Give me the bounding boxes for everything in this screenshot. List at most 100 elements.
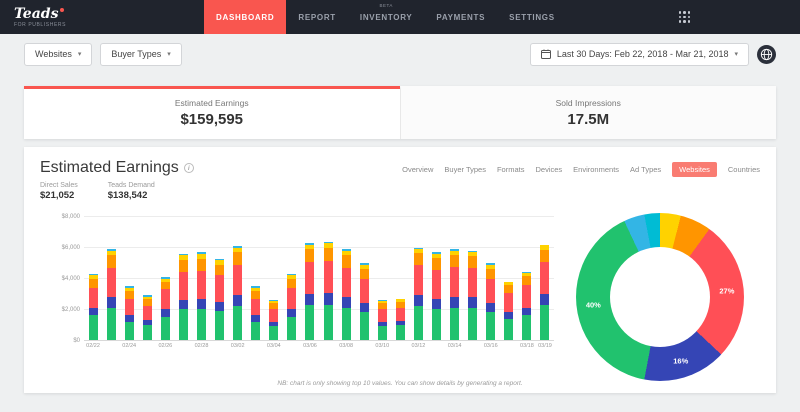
bar-03/12[interactable]: 03/12 xyxy=(409,217,427,349)
segment-red xyxy=(377,309,387,322)
calendar-icon xyxy=(540,49,551,59)
bar-03/16[interactable]: 03/16 xyxy=(482,217,500,349)
segment-cyan xyxy=(359,263,369,265)
segment-green xyxy=(197,309,206,340)
segment-green xyxy=(413,306,423,340)
info-icon[interactable]: i xyxy=(183,163,194,173)
segment-red xyxy=(142,306,152,321)
apps-grid-icon[interactable] xyxy=(678,11,690,23)
segment-green xyxy=(504,319,514,340)
tab-environments[interactable]: Environments xyxy=(573,165,620,174)
donut-chart[interactable]: 27% 16% 40% xyxy=(576,213,744,381)
donut-percent-label: 40% xyxy=(585,300,601,310)
bar-02/25[interactable] xyxy=(138,217,156,340)
segment-yellow xyxy=(413,249,423,254)
y-tick-label: $0 xyxy=(73,338,80,344)
segment-red xyxy=(287,287,297,310)
segment-cyan xyxy=(341,249,351,251)
bar-03/17[interactable] xyxy=(500,217,518,340)
segment-green xyxy=(432,309,442,340)
segment-orange xyxy=(395,301,405,308)
bar-03/10[interactable]: 03/10 xyxy=(373,217,391,349)
segment-green xyxy=(395,325,405,340)
bar-03/18[interactable]: 03/18 xyxy=(518,217,536,349)
logo[interactable]: Teads FOR PUBLISHERS xyxy=(14,7,66,28)
bar-03/14[interactable]: 03/14 xyxy=(446,217,464,349)
bar-03/19[interactable]: 03/19 xyxy=(536,217,554,349)
x-tick-label: 03/14 xyxy=(447,343,462,349)
bar-yaxis: $0 $2,000 $4,000 $6,000 $8,000 xyxy=(40,214,80,344)
tab-overview[interactable]: Overview xyxy=(402,165,434,174)
date-range-picker[interactable]: Last 30 Days: Feb 22, 2018 - Mar 21, 201… xyxy=(529,42,749,66)
segment-orange xyxy=(178,260,188,273)
segment-green xyxy=(178,309,188,340)
segment-red xyxy=(88,287,98,308)
nav-inventory[interactable]: BETA INVENTORY xyxy=(359,3,413,22)
x-tick-label: 02/24 xyxy=(122,343,137,349)
segment-yellow xyxy=(395,299,405,302)
segment-blue xyxy=(432,298,442,310)
tab-estimated-earnings[interactable]: Estimated Earnings $159,595 xyxy=(24,86,400,139)
tab-ad-types[interactable]: Ad Types xyxy=(630,165,662,174)
bar-03/13[interactable] xyxy=(427,217,445,340)
segment-blue xyxy=(305,293,315,305)
nav-payments[interactable]: PAYMENTS xyxy=(436,12,486,22)
bar-02/26[interactable]: 02/26 xyxy=(156,217,174,349)
bar-02/24[interactable]: 02/24 xyxy=(120,217,138,349)
segment-cyan xyxy=(450,249,460,251)
segment-red xyxy=(450,267,460,297)
segment-orange xyxy=(124,290,134,299)
segment-green xyxy=(359,312,369,340)
segment-red xyxy=(359,278,369,304)
segment-green xyxy=(269,326,279,340)
nav-report[interactable]: REPORT xyxy=(298,12,336,22)
bar-02/28[interactable]: 02/28 xyxy=(192,217,210,349)
bar-03/07[interactable] xyxy=(319,217,337,340)
segment-yellow xyxy=(540,245,550,251)
nav-settings[interactable]: SETTINGS xyxy=(509,12,555,22)
globe-icon[interactable] xyxy=(757,44,776,64)
bar-03/11[interactable] xyxy=(391,217,409,340)
segment-green xyxy=(450,307,460,340)
segment-yellow xyxy=(142,296,152,300)
segment-cyan xyxy=(88,273,98,276)
bar-03/03[interactable] xyxy=(247,217,265,340)
bar-03/08[interactable]: 03/08 xyxy=(337,217,355,349)
segment-cyan xyxy=(106,249,116,251)
bar-03/05[interactable] xyxy=(283,217,301,340)
bar-02/27[interactable] xyxy=(174,217,192,340)
segment-orange xyxy=(142,299,152,307)
segment-red xyxy=(395,307,405,321)
websites-dropdown[interactable]: Websites ▾ xyxy=(24,42,93,66)
bar-03/09[interactable] xyxy=(355,217,373,340)
x-tick-label: 02/22 xyxy=(86,343,100,349)
nav-dashboard[interactable]: DASHBOARD xyxy=(204,0,287,34)
logo-subtitle: FOR PUBLISHERS xyxy=(14,21,67,28)
segment-orange xyxy=(450,254,460,267)
bar-03/15[interactable] xyxy=(464,217,482,340)
bar-03/01[interactable] xyxy=(211,217,229,340)
buyer-types-dropdown[interactable]: Buyer Types ▾ xyxy=(100,42,182,66)
segment-green xyxy=(215,310,225,340)
tab-countries[interactable]: Countries xyxy=(727,165,760,174)
segment-blue xyxy=(504,312,514,320)
tab-devices[interactable]: Devices xyxy=(535,165,563,174)
bar-02/23[interactable] xyxy=(102,217,120,340)
segment-red xyxy=(160,289,170,310)
bar-03/06[interactable]: 03/06 xyxy=(301,217,319,349)
segment-yellow xyxy=(197,253,206,259)
segment-yellow xyxy=(359,264,369,270)
tab-websites[interactable]: Websites xyxy=(672,162,717,177)
tab-sold-impressions[interactable]: Sold Impressions 17.5M xyxy=(399,86,776,139)
bar-03/02[interactable]: 03/02 xyxy=(229,217,247,349)
bar-03/04[interactable]: 03/04 xyxy=(265,217,283,349)
segment-yellow xyxy=(178,255,188,261)
tab-buyer-types[interactable]: Buyer Types xyxy=(444,165,486,174)
bar-02/22[interactable]: 02/22 xyxy=(84,217,102,349)
segment-cyan xyxy=(486,263,496,265)
y-tick-label: $6,000 xyxy=(61,245,80,251)
main-nav: DASHBOARD REPORT BETA INVENTORY PAYMENTS… xyxy=(204,0,567,34)
segment-blue xyxy=(160,309,170,317)
bar-plot: 02/22 02/24 02/26 02/28 03/02 03/04 03/06 03/08… xyxy=(84,217,554,349)
tab-formats[interactable]: Formats xyxy=(496,165,525,174)
